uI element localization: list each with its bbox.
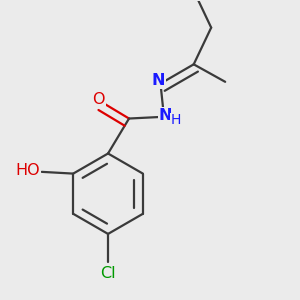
Text: N: N — [152, 73, 166, 88]
Text: N: N — [159, 107, 172, 122]
Text: HO: HO — [15, 163, 40, 178]
Text: O: O — [92, 92, 105, 107]
Text: Cl: Cl — [100, 266, 116, 281]
Text: H: H — [170, 112, 181, 127]
